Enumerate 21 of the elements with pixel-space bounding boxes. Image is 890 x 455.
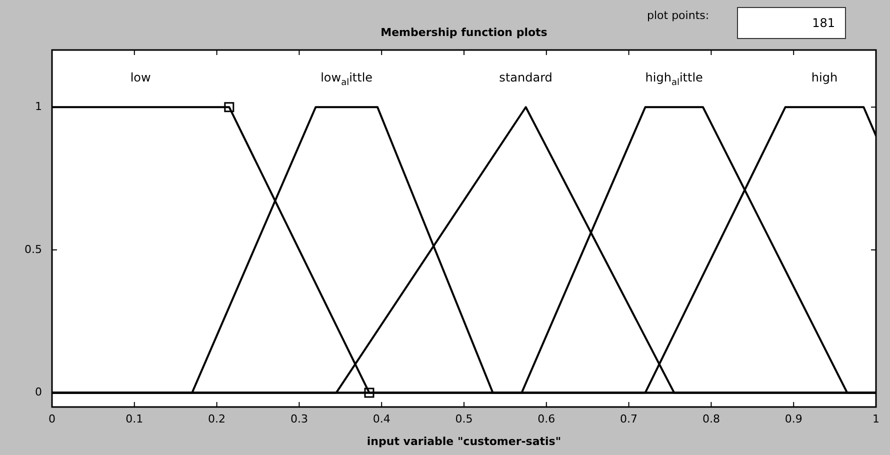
series-label: high — [811, 70, 838, 85]
text: standard — [499, 70, 552, 85]
x-tick-label: 0.4 — [372, 412, 390, 426]
x-tick-label: 0.3 — [290, 412, 308, 426]
plot-points-field: 181 — [737, 7, 846, 39]
y-tick-label: 1 — [35, 100, 42, 113]
chart-title: Membership function plots — [380, 26, 548, 39]
x-tick-label: 1 — [872, 412, 880, 426]
y-tick-label: 0 — [35, 386, 42, 399]
x-tick-label: 0.6 — [538, 412, 556, 426]
x-tick-label: 0.7 — [620, 412, 638, 426]
x-tick-label: 0.5 — [455, 412, 473, 426]
x-axis-title: input variable "customer-satis" — [366, 434, 562, 448]
x-tick-label: 0.9 — [784, 412, 802, 426]
x-tick-label: 0.1 — [126, 412, 144, 426]
y-tick-label: 0.5 — [24, 242, 42, 256]
x-tick-label: 0.8 — [702, 412, 720, 426]
text: plot points: — [647, 9, 710, 22]
x-tick-label: 0 — [48, 412, 56, 426]
series-label: low — [130, 70, 152, 85]
x-tick-label: 0.2 — [208, 412, 226, 426]
